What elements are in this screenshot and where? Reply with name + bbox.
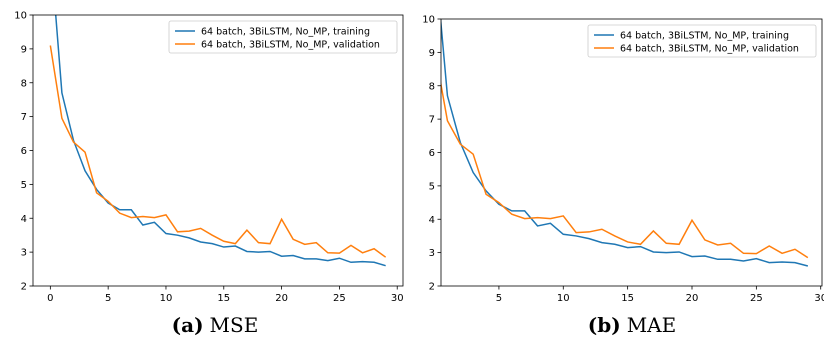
x-tick-label: 25 — [750, 293, 763, 304]
x-tick-label: 30 — [391, 293, 404, 304]
caption-label: (b) — [588, 313, 621, 337]
caption-text: MAE — [627, 313, 677, 337]
legend-label: 64 batch, 3BiLSTM, No_MP, validation — [201, 40, 380, 51]
y-tick-label: 8 — [429, 81, 435, 92]
y-tick-label: 8 — [21, 78, 27, 89]
y-tick-label: 5 — [21, 180, 27, 191]
caption-label: (a) — [172, 313, 204, 337]
line — [441, 80, 809, 259]
y-tick-label: 3 — [429, 248, 435, 259]
chart: 2 3 4 5 6 7 8 9 10 5 10 15 20 25 30 64 batch, 3BiLSTM, … — [422, 15, 824, 338]
y-tick-label: 10 — [14, 11, 27, 22]
legend-label: 64 batch, 3BiLSTM, No_MP, validation — [620, 44, 799, 55]
legend-label: 64 batch, 3BiLSTM, No_MP, training — [201, 27, 370, 38]
x-tick-label: 0 — [47, 293, 53, 304]
legend-box — [587, 24, 817, 58]
x-tick-label: 20 — [686, 293, 699, 304]
y-tick-label: 2 — [429, 282, 435, 293]
plot-frame — [440, 18, 823, 287]
line — [49, 45, 387, 258]
x-tick-label: 15 — [217, 293, 230, 304]
y-tick-label: 10 — [422, 15, 435, 26]
x-tick-label: 5 — [496, 293, 502, 304]
legend-label: 64 batch, 3BiLSTM, No_MP, training — [620, 31, 789, 42]
y-tick-label: 4 — [21, 214, 27, 225]
y-tick-label: 3 — [21, 248, 27, 259]
plot-frame — [32, 14, 404, 287]
x-tick-label: 10 — [160, 293, 173, 304]
y-tick-label: 7 — [429, 115, 435, 126]
y-tick-label: 2 — [21, 282, 27, 293]
caption: (b) MAE — [588, 313, 676, 337]
chart: 2 3 4 5 6 7 8 9 10 0 5 10 15 20 25 30 64 batch, 3BiLSTM,… — [14, 11, 404, 338]
y-tick-label: 6 — [429, 148, 435, 159]
x-tick-label: 5 — [105, 293, 111, 304]
caption-text: MSE — [210, 313, 259, 337]
x-tick-label: 15 — [621, 293, 634, 304]
legend-box — [168, 20, 398, 54]
y-tick-label: 5 — [429, 181, 435, 192]
y-tick-label: 4 — [429, 215, 435, 226]
y-tick-label: 7 — [21, 112, 27, 123]
x-tick-label: 20 — [275, 293, 288, 304]
x-tick-label: 25 — [333, 293, 346, 304]
x-tick-label: 10 — [557, 293, 570, 304]
caption: (a) MSE — [172, 313, 259, 337]
x-tick-label: 30 — [814, 293, 824, 304]
y-tick-label: 6 — [21, 146, 27, 157]
y-tick-label: 9 — [21, 44, 27, 55]
y-tick-label: 9 — [429, 48, 435, 59]
